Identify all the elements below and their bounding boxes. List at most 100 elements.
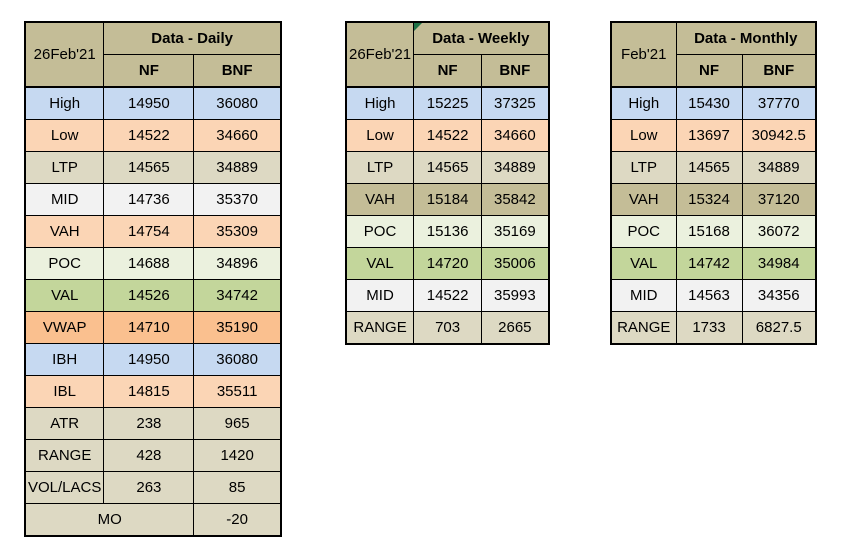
bnf-value-cell[interactable]: 34889 (481, 151, 550, 184)
row-label-cell[interactable]: High (610, 86, 677, 120)
row-label-cell[interactable]: RANGE (610, 311, 677, 345)
bnf-value-cell[interactable]: 34356 (741, 279, 817, 312)
row-label-cell[interactable]: VAL (24, 279, 105, 312)
bnf-value-cell[interactable]: 35006 (481, 247, 550, 280)
row-label-cell[interactable]: MID (345, 279, 415, 312)
row-label-cell[interactable]: RANGE (345, 311, 415, 345)
nf-value-cell[interactable]: 14526 (103, 279, 195, 312)
bnf-value-cell[interactable]: 34889 (741, 151, 817, 184)
nf-value-cell[interactable]: 14736 (103, 183, 195, 216)
nf-value-cell[interactable]: 13697 (675, 119, 743, 152)
row-label-cell[interactable]: VWAP (24, 311, 105, 344)
row-label-cell[interactable]: MID (610, 279, 677, 312)
nf-value-cell[interactable]: 238 (103, 407, 195, 440)
bnf-value-cell[interactable]: 35309 (193, 215, 282, 248)
bnf-value-cell[interactable]: 34742 (193, 279, 282, 312)
nf-value-cell[interactable]: 15324 (675, 183, 743, 216)
bnf-value-cell[interactable]: 34984 (741, 247, 817, 280)
row-label-cell[interactable]: ATR (24, 407, 105, 440)
row-label-cell[interactable]: POC (610, 215, 677, 248)
bnf-value-cell[interactable]: 965 (193, 407, 282, 440)
date-cell[interactable]: Feb'21 (610, 21, 677, 88)
nf-value-cell[interactable]: 14565 (103, 151, 195, 184)
bnf-value-cell[interactable]: 30942.5 (741, 119, 817, 152)
row-label-cell[interactable]: VAH (24, 215, 105, 248)
nf-value-cell[interactable]: 14565 (675, 151, 743, 184)
bnf-value-cell[interactable]: 34660 (481, 119, 550, 152)
nf-value-cell[interactable]: 15430 (675, 86, 743, 120)
nf-value-cell[interactable]: 15168 (675, 215, 743, 248)
row-label-cell[interactable]: IBH (24, 343, 105, 376)
row-label-cell[interactable]: VAL (610, 247, 677, 280)
nf-column-header[interactable]: NF (675, 54, 743, 88)
bnf-value-cell[interactable]: 36080 (193, 86, 282, 120)
nf-value-cell[interactable]: 14710 (103, 311, 195, 344)
nf-value-cell[interactable]: 1733 (675, 311, 743, 345)
nf-value-cell[interactable]: 14950 (103, 86, 195, 120)
row-label-cell[interactable]: VAH (345, 183, 415, 216)
bnf-value-cell[interactable]: 6827.5 (741, 311, 817, 345)
row-label-cell[interactable]: Low (345, 119, 415, 152)
bnf-value-cell[interactable]: 37325 (481, 86, 550, 120)
footer-bnf-value-cell[interactable]: -20 (193, 503, 282, 537)
row-label-cell[interactable]: Low (610, 119, 677, 152)
nf-value-cell[interactable]: 14563 (675, 279, 743, 312)
nf-value-cell[interactable]: 14688 (103, 247, 195, 280)
nf-value-cell[interactable]: 14742 (675, 247, 743, 280)
bnf-value-cell[interactable]: 37770 (741, 86, 817, 120)
nf-value-cell[interactable]: 428 (103, 439, 195, 472)
nf-value-cell[interactable]: 15136 (413, 215, 483, 248)
nf-value-cell[interactable]: 14565 (413, 151, 483, 184)
row-label-cell[interactable]: Low (24, 119, 105, 152)
bnf-value-cell[interactable]: 85 (193, 471, 282, 504)
row-label-cell[interactable]: MID (24, 183, 105, 216)
bnf-value-cell[interactable]: 35370 (193, 183, 282, 216)
bnf-value-cell[interactable]: 35993 (481, 279, 550, 312)
nf-value-cell[interactable]: 703 (413, 311, 483, 345)
bnf-value-cell[interactable]: 35169 (481, 215, 550, 248)
bnf-column-header[interactable]: BNF (193, 54, 282, 88)
nf-column-header[interactable]: NF (413, 54, 483, 88)
row-label-cell[interactable]: LTP (24, 151, 105, 184)
table-title-cell[interactable]: Data - Monthly (675, 21, 817, 55)
row-label-cell[interactable]: IBL (24, 375, 105, 408)
bnf-value-cell[interactable]: 36072 (741, 215, 817, 248)
bnf-value-cell[interactable]: 34660 (193, 119, 282, 152)
bnf-value-cell[interactable]: 2665 (481, 311, 550, 345)
bnf-value-cell[interactable]: 34889 (193, 151, 282, 184)
bnf-column-header[interactable]: BNF (741, 54, 817, 88)
bnf-value-cell[interactable]: 34896 (193, 247, 282, 280)
bnf-value-cell[interactable]: 35511 (193, 375, 282, 408)
row-label-cell[interactable]: VAH (610, 183, 677, 216)
footer-label-cell[interactable]: MO (24, 503, 195, 537)
nf-value-cell[interactable]: 14522 (413, 279, 483, 312)
nf-value-cell[interactable]: 14754 (103, 215, 195, 248)
row-label-cell[interactable]: VOL/LACS (24, 471, 105, 504)
bnf-value-cell[interactable]: 36080 (193, 343, 282, 376)
row-label-cell[interactable]: LTP (345, 151, 415, 184)
bnf-value-cell[interactable]: 1420 (193, 439, 282, 472)
date-cell[interactable]: 26Feb'21 (24, 21, 105, 88)
nf-value-cell[interactable]: 15225 (413, 86, 483, 120)
date-cell[interactable]: 26Feb'21 (345, 21, 415, 88)
nf-value-cell[interactable]: 14522 (413, 119, 483, 152)
table-title-cell[interactable]: Data - Daily (103, 21, 282, 55)
nf-value-cell[interactable]: 14815 (103, 375, 195, 408)
nf-value-cell[interactable]: 14720 (413, 247, 483, 280)
row-label-cell[interactable]: POC (24, 247, 105, 280)
bnf-value-cell[interactable]: 37120 (741, 183, 817, 216)
nf-value-cell[interactable]: 15184 (413, 183, 483, 216)
bnf-value-cell[interactable]: 35842 (481, 183, 550, 216)
bnf-column-header[interactable]: BNF (481, 54, 550, 88)
nf-value-cell[interactable]: 263 (103, 471, 195, 504)
row-label-cell[interactable]: LTP (610, 151, 677, 184)
table-title-cell[interactable]: Data - Weekly (413, 21, 550, 55)
row-label-cell[interactable]: POC (345, 215, 415, 248)
row-label-cell[interactable]: High (24, 86, 105, 120)
row-label-cell[interactable]: RANGE (24, 439, 105, 472)
nf-column-header[interactable]: NF (103, 54, 195, 88)
bnf-value-cell[interactable]: 35190 (193, 311, 282, 344)
row-label-cell[interactable]: VAL (345, 247, 415, 280)
nf-value-cell[interactable]: 14522 (103, 119, 195, 152)
nf-value-cell[interactable]: 14950 (103, 343, 195, 376)
